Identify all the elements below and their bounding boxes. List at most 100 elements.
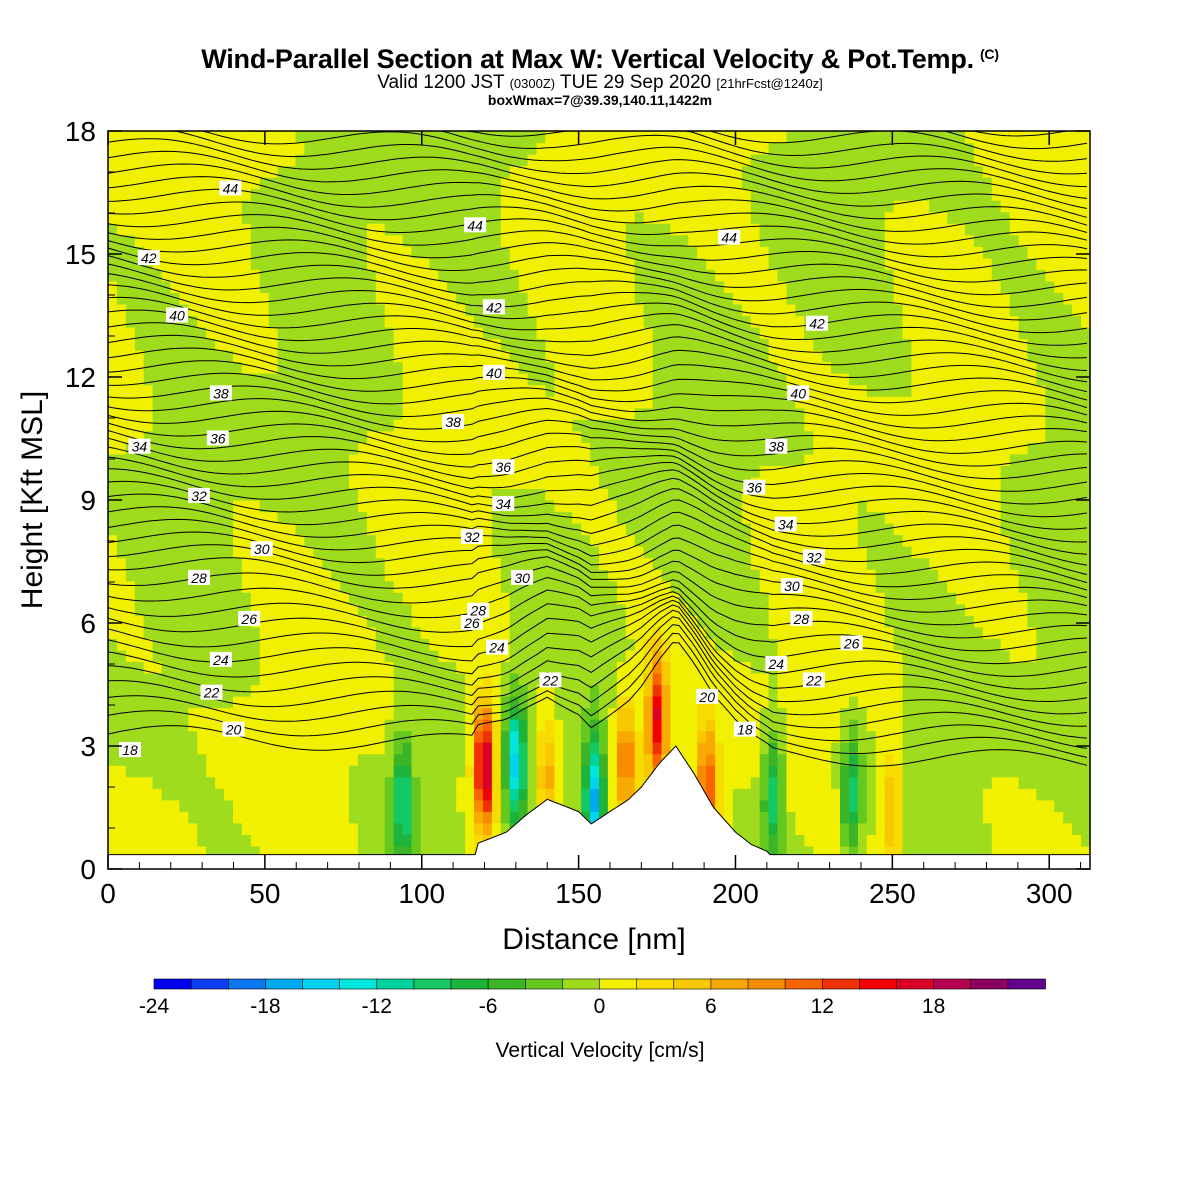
heatmap-cell bbox=[625, 626, 636, 639]
heatmap-cell bbox=[661, 511, 671, 524]
heatmap-cell bbox=[706, 188, 716, 201]
heatmap-cell bbox=[518, 500, 529, 513]
heatmap-cell bbox=[554, 430, 564, 443]
heatmap-cell bbox=[670, 511, 680, 524]
heatmap-cell bbox=[491, 788, 502, 801]
heatmap-cell bbox=[215, 500, 225, 513]
heatmap-cell bbox=[634, 280, 645, 293]
heatmap-cell bbox=[706, 350, 716, 363]
heatmap-cell bbox=[616, 396, 627, 409]
heatmap-cell bbox=[741, 131, 752, 144]
heatmap-cell bbox=[652, 142, 663, 155]
heatmap-cell bbox=[625, 430, 636, 443]
heatmap-cell bbox=[331, 304, 341, 317]
heatmap-cell bbox=[349, 569, 359, 582]
heatmap-cell bbox=[143, 465, 154, 478]
heatmap-cell bbox=[375, 246, 386, 259]
heatmap-cell bbox=[259, 788, 270, 801]
heatmap-cell bbox=[375, 603, 386, 616]
heatmap-cell bbox=[697, 719, 707, 732]
heatmap-cell bbox=[741, 338, 752, 351]
heatmap-cell bbox=[143, 292, 154, 305]
heatmap-cell bbox=[375, 776, 386, 789]
heatmap-cell bbox=[741, 350, 752, 363]
heatmap-cell bbox=[331, 177, 341, 190]
heatmap-cell bbox=[679, 246, 689, 259]
heatmap-cell bbox=[482, 488, 493, 501]
heatmap-cell bbox=[108, 788, 118, 801]
heatmap-cell bbox=[661, 442, 671, 455]
heatmap-cell bbox=[393, 269, 404, 282]
heatmap-cell bbox=[697, 488, 707, 501]
heatmap-cell bbox=[108, 523, 118, 536]
heatmap-cell bbox=[741, 742, 752, 755]
heatmap-cell bbox=[482, 200, 493, 213]
heatmap-cell bbox=[108, 546, 118, 559]
heatmap-cell bbox=[616, 465, 627, 478]
heatmap-cell bbox=[116, 776, 127, 789]
heatmap-cell bbox=[768, 246, 779, 259]
heatmap-cell bbox=[295, 476, 305, 489]
heatmap-cell bbox=[179, 776, 189, 789]
heatmap-cell bbox=[438, 188, 448, 201]
heatmap-cell bbox=[375, 257, 386, 270]
heatmap-cell bbox=[420, 534, 430, 547]
heatmap-cell bbox=[661, 661, 671, 674]
heatmap-cell bbox=[607, 765, 618, 778]
heatmap-cell bbox=[215, 234, 225, 247]
heatmap-cell bbox=[125, 753, 136, 766]
heatmap-cell bbox=[643, 361, 654, 374]
heatmap-cell bbox=[670, 661, 680, 674]
heatmap-cell bbox=[358, 523, 368, 536]
heatmap-cell bbox=[795, 707, 805, 720]
heatmap-cell bbox=[224, 765, 234, 778]
heatmap-cell bbox=[688, 546, 698, 559]
heatmap-cell bbox=[259, 361, 270, 374]
heatmap-cell bbox=[447, 730, 457, 743]
heatmap-cell bbox=[340, 661, 350, 674]
heatmap-cell bbox=[706, 154, 716, 167]
heatmap-cell bbox=[161, 673, 172, 686]
heatmap-cell bbox=[724, 684, 734, 697]
heatmap-cell bbox=[545, 257, 555, 270]
heatmap-cell bbox=[563, 131, 573, 144]
heatmap-cell bbox=[259, 384, 270, 397]
heatmap-cell bbox=[697, 465, 707, 478]
heatmap-cell bbox=[206, 742, 216, 755]
heatmap-cell bbox=[224, 165, 234, 178]
heatmap-cell bbox=[420, 500, 430, 513]
heatmap-cell bbox=[322, 661, 332, 674]
heatmap-cell bbox=[545, 534, 555, 547]
heatmap-cell bbox=[179, 384, 189, 397]
heatmap-cell bbox=[563, 442, 573, 455]
heatmap-cell bbox=[375, 465, 386, 478]
heatmap-cell bbox=[215, 350, 225, 363]
heatmap-cell bbox=[509, 500, 520, 513]
heatmap-cell bbox=[750, 338, 761, 351]
heatmap-cell bbox=[572, 200, 582, 213]
heatmap-cell bbox=[768, 292, 779, 305]
heatmap-cell bbox=[286, 776, 296, 789]
heatmap-cell bbox=[616, 730, 627, 743]
heatmap-cell bbox=[554, 246, 564, 259]
heatmap-cell bbox=[241, 765, 252, 778]
heatmap-cell bbox=[661, 707, 671, 720]
heatmap-cell bbox=[786, 373, 796, 386]
heatmap-cell bbox=[241, 200, 252, 213]
heatmap-cell bbox=[116, 165, 127, 178]
heatmap-cell bbox=[322, 799, 332, 812]
heatmap-cell bbox=[759, 546, 770, 559]
heatmap-cell bbox=[233, 304, 243, 317]
heatmap-cell bbox=[724, 546, 734, 559]
heatmap-cell bbox=[456, 476, 466, 489]
heatmap-cell bbox=[268, 534, 279, 547]
heatmap-cell bbox=[795, 430, 805, 443]
heatmap-cell bbox=[750, 407, 761, 420]
heatmap-cell bbox=[358, 626, 368, 639]
heatmap-cell bbox=[616, 327, 627, 340]
heatmap-cell bbox=[375, 338, 386, 351]
heatmap-cell bbox=[358, 419, 368, 432]
heatmap-cell bbox=[170, 730, 180, 743]
heatmap-cell bbox=[741, 211, 752, 224]
heatmap-cell bbox=[590, 350, 600, 363]
